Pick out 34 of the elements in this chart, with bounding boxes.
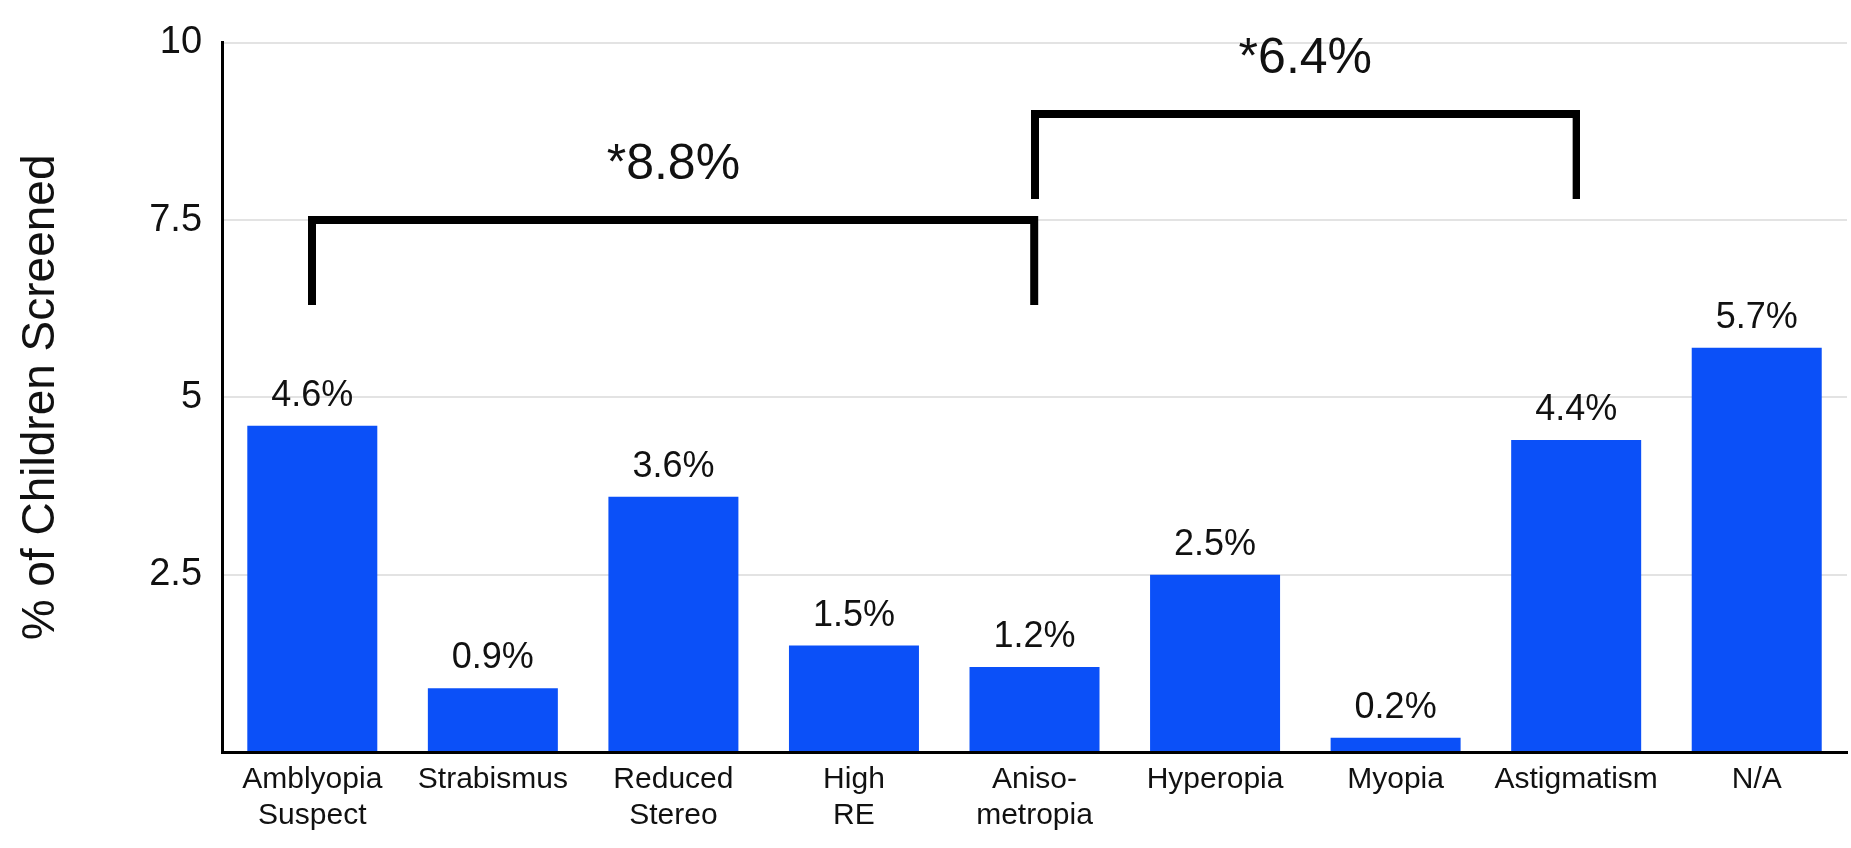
y-tick-label: 7.5 — [149, 196, 203, 239]
x-tick-label: N/A — [1731, 761, 1782, 795]
x-tick-label: Hyperopia — [1146, 761, 1284, 795]
data-label: 4.6% — [271, 372, 354, 414]
data-label: 0.9% — [451, 635, 534, 677]
y-tick-label: 10 — [159, 19, 203, 62]
data-label: 1.2% — [993, 613, 1076, 655]
data-label: 0.2% — [1354, 684, 1437, 726]
data-label: 3.6% — [632, 443, 715, 485]
bar — [969, 666, 1100, 751]
x-tick-label: High RE — [823, 761, 885, 831]
y-axis-title: % of Children Screened — [12, 154, 65, 641]
data-label: 2.5% — [1174, 521, 1257, 563]
bar — [1150, 574, 1281, 751]
bar — [247, 425, 378, 751]
x-tick-label: Aniso-metropia — [976, 761, 1094, 831]
bar — [427, 688, 558, 751]
data-label: 5.7% — [1715, 294, 1798, 336]
bar — [608, 496, 739, 751]
bar — [788, 645, 919, 751]
y-tick-label: 5 — [180, 373, 203, 416]
annotation: *6.4% — [1238, 27, 1373, 84]
y-tick-label: 2.5 — [149, 551, 203, 594]
x-tick-label: Astigmatism — [1494, 761, 1658, 795]
annotation: *8.8% — [606, 133, 741, 190]
bar — [1691, 347, 1822, 751]
x-tick-label: Myopia — [1347, 761, 1445, 795]
bar — [1330, 737, 1461, 751]
data-label: 1.5% — [812, 592, 895, 634]
data-label: 4.4% — [1535, 386, 1618, 428]
x-tick-label: Reduced Stereo — [613, 761, 734, 831]
bar — [1511, 439, 1642, 751]
x-tick-label: Amblyopia Suspect — [242, 761, 383, 831]
x-tick-label: Strabismus — [417, 761, 568, 795]
